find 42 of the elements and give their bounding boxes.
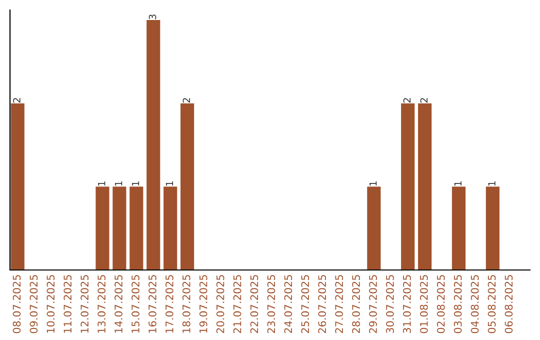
data-label: 1 bbox=[488, 181, 496, 186]
x-tick-label: 31.07.2025 bbox=[402, 275, 411, 334]
data-label: 1 bbox=[98, 181, 106, 186]
x-tick-label: 25.07.2025 bbox=[301, 275, 310, 334]
data-label: 2 bbox=[420, 98, 428, 103]
x-tick-label: 12.07.2025 bbox=[80, 275, 89, 333]
data-label: 1 bbox=[166, 181, 174, 186]
data-label: 1 bbox=[454, 181, 462, 186]
x-tick-label: 20.07.2025 bbox=[216, 275, 224, 334]
data-label: 1 bbox=[115, 181, 122, 186]
data-label: 1 bbox=[132, 181, 140, 186]
x-tick-label: 28.07.2025 bbox=[352, 275, 360, 334]
x-tick-label: 16.07.2025 bbox=[148, 275, 156, 333]
x-tick-label: 09.07.2025 bbox=[30, 275, 38, 334]
x-tick-label: 04.08.2025 bbox=[470, 275, 479, 334]
x-tick-label: 06.08.2025 bbox=[504, 275, 513, 334]
x-tick-label: 19.07.2025 bbox=[199, 275, 208, 333]
x-tick-label: 18.07.2025 bbox=[182, 275, 190, 333]
x-tick-label: 01.08.2025 bbox=[420, 275, 428, 334]
x-tick-label: 30.07.2025 bbox=[386, 275, 394, 334]
data-label: 3 bbox=[148, 14, 156, 20]
x-tick-label: 10.07.2025 bbox=[46, 275, 55, 333]
x-tick-label: 26.07.2025 bbox=[318, 275, 326, 334]
data-label: 2 bbox=[403, 98, 411, 103]
x-tick-label: 24.07.2025 bbox=[284, 275, 292, 334]
x-tick-label: 14.07.2025 bbox=[114, 275, 122, 333]
x-tick-label: 17.07.2025 bbox=[165, 275, 174, 333]
x-tick-label: 02.08.2025 bbox=[436, 275, 445, 334]
x-tick-label: 23.07.2025 bbox=[267, 275, 276, 334]
x-tick-label: 27.07.2025 bbox=[335, 275, 344, 334]
data-label: 2 bbox=[182, 98, 190, 103]
x-tick-label: 05.08.2025 bbox=[488, 275, 496, 334]
data-label: 1 bbox=[370, 181, 377, 186]
x-tick-label: 22.07.2025 bbox=[250, 275, 258, 334]
data-label: 2 bbox=[13, 98, 20, 103]
x-tick-label: 29.07.2025 bbox=[369, 275, 377, 334]
x-tick-label: 03.08.2025 bbox=[454, 275, 462, 334]
x-tick-label: 15.07.2025 bbox=[132, 275, 140, 333]
x-tick-label: 13.07.2025 bbox=[98, 275, 106, 333]
x-tick-label: 21.07.2025 bbox=[233, 275, 242, 334]
x-tick-label: 11.07.2025 bbox=[64, 275, 72, 333]
x-tick-label: 08.07.2025 bbox=[12, 275, 21, 334]
